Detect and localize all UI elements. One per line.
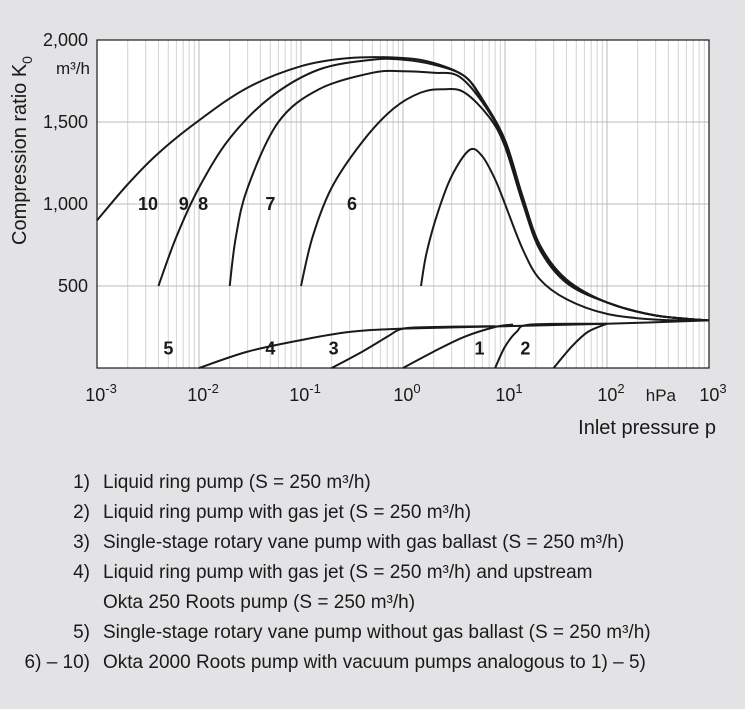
legend-text: Single-stage rotary vane pump with gas b…: [103, 532, 625, 553]
curve-6: [420, 147, 710, 322]
x-tick-label: 100: [393, 381, 420, 405]
x-unit-label: hPa: [646, 386, 677, 405]
curve-8: [228, 69, 710, 322]
legend-text: Liquid ring pump with gas jet (S = 250 m…: [103, 562, 593, 583]
x-tick-label: 102: [597, 381, 624, 405]
legend-item: 6) – 10) Okta 2000 Roots pump with vacuum…: [0, 652, 745, 678]
legend-number: 1): [73, 472, 90, 493]
legend-item: 3) Single-stage rotary vane pump with gas…: [0, 532, 745, 558]
x-tick-labels: 10-3 10-2 10-1 100 101 102 103: [85, 381, 726, 405]
legend-text: Okta 250 Roots pump (S = 250 m³/h): [103, 592, 416, 613]
curve-label-7: 7: [265, 194, 275, 214]
x-tick-label: 10-1: [289, 381, 321, 405]
curve-label-8: 8: [198, 194, 208, 214]
curve-label-4: 4: [265, 338, 275, 358]
legend-item: 2) Liquid ring pump with gas jet (S = 250…: [0, 502, 745, 528]
y-tick-label: 500: [58, 276, 88, 296]
y-tick-label: 1,500: [43, 112, 88, 132]
legend-item: 1) Liquid ring pump (S = 250 m³/h): [0, 472, 745, 498]
legend-text: Liquid ring pump with gas jet (S = 250 m…: [103, 502, 472, 523]
x-tick-label: 101: [495, 381, 522, 405]
curve-1: [552, 322, 608, 369]
legend-text: Single-stage rotary vane pump without ga…: [103, 622, 651, 643]
legend-text: Liquid ring pump (S = 250 m³/h): [103, 472, 371, 493]
y-axis-label: Compression ratio K0: [9, 56, 35, 245]
legend-number: 2): [73, 502, 90, 523]
grid: [96, 39, 710, 368]
legend-item: 4) Liquid ring pump with gas jet (S = 250…: [0, 562, 745, 588]
curves: [96, 56, 710, 369]
y-tick-label: 1,000: [43, 194, 88, 214]
legend-number: 3): [73, 532, 90, 553]
curve-label-1: 1: [474, 338, 484, 358]
legend-item: 5) Single-stage rotary vane pump without …: [0, 622, 745, 648]
x-tick-label: 103: [699, 381, 726, 405]
curve-label-2: 2: [520, 338, 530, 358]
y-tick-label: 2,000: [43, 30, 88, 50]
curve-label-6: 6: [347, 194, 357, 214]
y-unit-label: m³/h: [56, 59, 90, 78]
x-tick-label: 10-3: [85, 381, 117, 405]
y-tick-labels: 2,000 1,500 1,000 500: [43, 30, 88, 296]
legend-number: 5): [73, 622, 90, 643]
curve-labels: 1 2 3 4 5 6 7 89 10: [138, 194, 530, 358]
legend-item: Okta 250 Roots pump (S = 250 m³/h): [0, 592, 745, 618]
curve-5: [198, 319, 710, 369]
plot-frame: [96, 39, 710, 369]
legend-number: 4): [73, 562, 90, 583]
legend-number: 6) – 10): [24, 652, 90, 673]
curve-label-5: 5: [163, 338, 173, 358]
curve-label-10: 10: [138, 194, 158, 214]
curve-label-9: 9: [179, 194, 189, 214]
curve-10: [96, 56, 710, 322]
legend-text: Okta 2000 Roots pump with vacuum pumps a…: [103, 652, 646, 673]
x-tick-label: 10-2: [187, 381, 219, 405]
x-axis-label: Inlet pressure p: [578, 417, 716, 439]
curve-2: [494, 322, 608, 369]
curve-label-3: 3: [329, 338, 339, 358]
